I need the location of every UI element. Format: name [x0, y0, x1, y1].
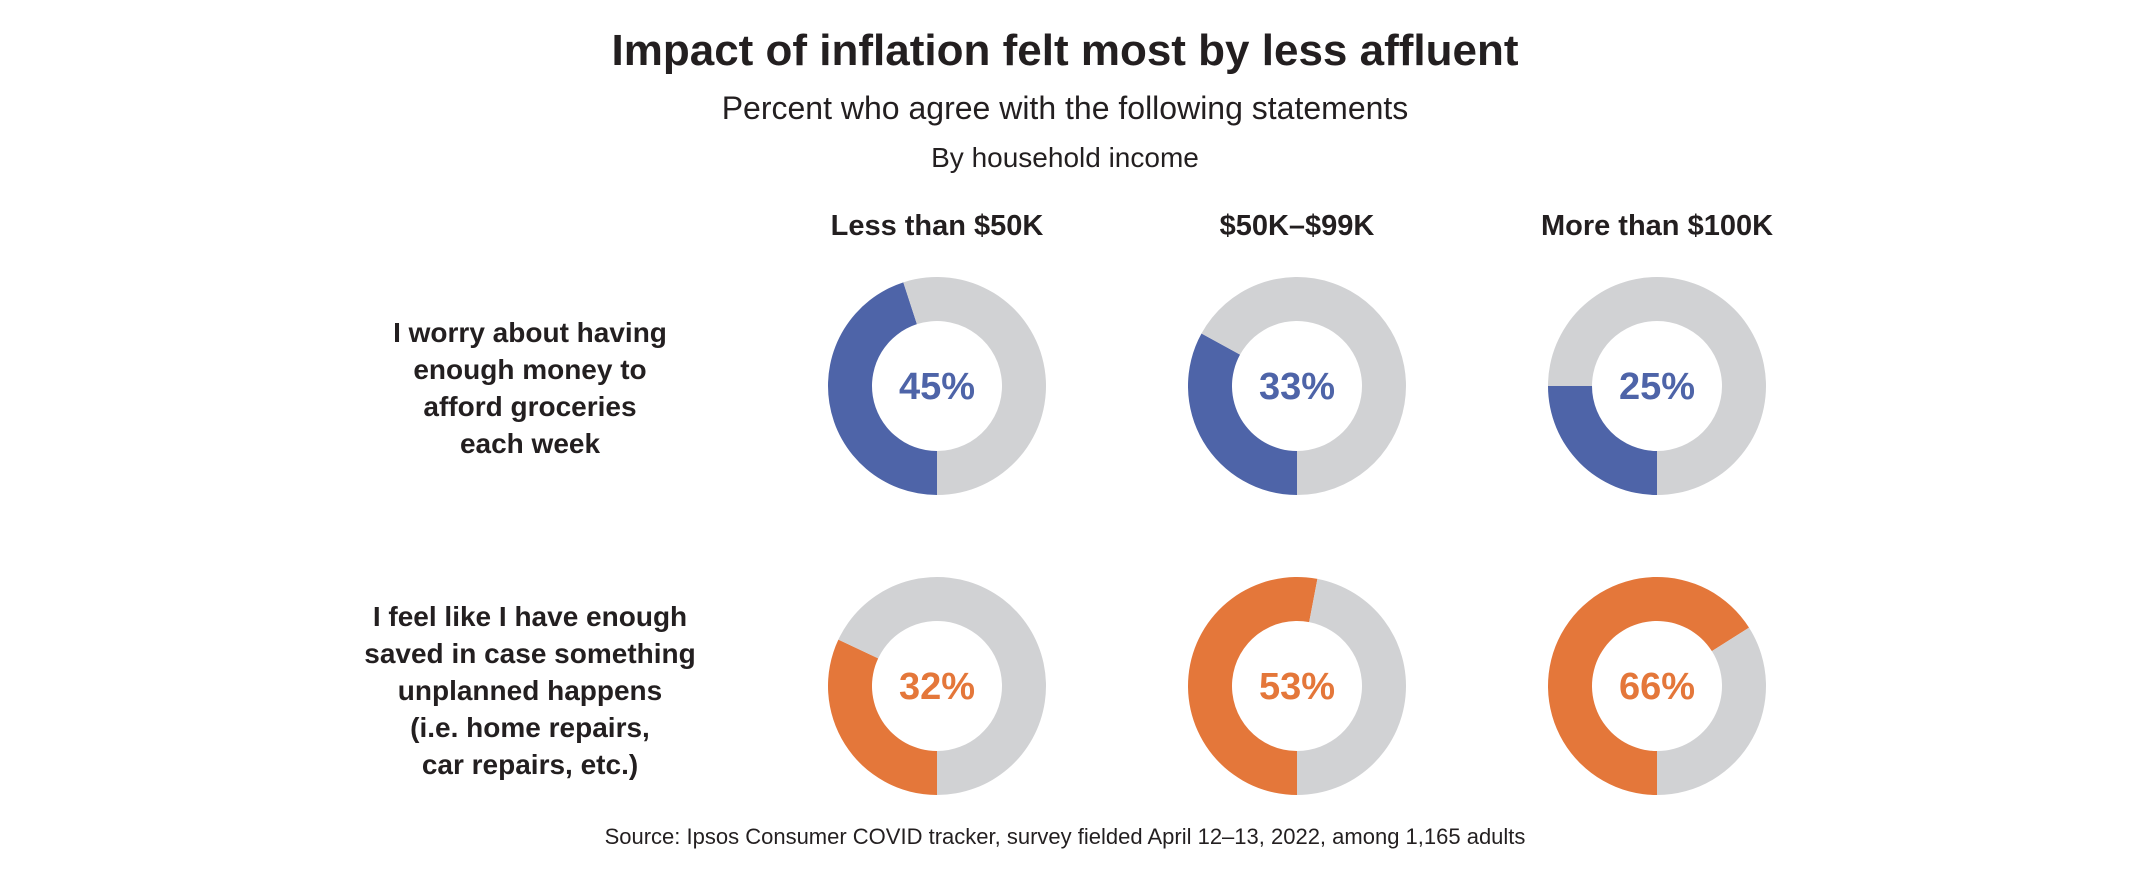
column-header-over-100k: More than $100K — [1540, 210, 1774, 242]
column-header-under-50k: Less than $50K — [830, 210, 1044, 242]
donut-segment-value — [828, 282, 937, 495]
chart-subtitle: Percent who agree with the following sta… — [721, 90, 1409, 126]
donut-segment-remainder — [1657, 627, 1766, 795]
donut-1-2: 66% — [1547, 577, 1766, 795]
donut-1-0: 32% — [828, 576, 1046, 795]
donut-data-label: 32% — [899, 666, 975, 708]
donut-segment-remainder — [1201, 276, 1406, 495]
donut-0-1: 33% — [1187, 276, 1406, 495]
donut-data-label: 66% — [1619, 666, 1695, 708]
donut-segment-remainder — [838, 576, 1046, 795]
donut-data-label: 25% — [1619, 366, 1695, 408]
donut-segment-value — [1188, 576, 1318, 795]
donut-segment-remainder — [1548, 277, 1766, 495]
donut-segment-value — [1187, 333, 1297, 495]
chart-title: Impact of inflation felt most by less af… — [611, 26, 1519, 75]
donut-segment-value — [828, 639, 937, 795]
donut-segment-remainder — [903, 276, 1047, 495]
group-label: By household income — [931, 142, 1199, 173]
row-label-groceries: I worry about having enough money to aff… — [393, 317, 667, 459]
donut-data-label: 45% — [899, 366, 975, 408]
donut-0-2: 25% — [1548, 277, 1766, 495]
row-label-savings: I feel like I have enough saved in case … — [364, 601, 696, 780]
source-note: Source: Ipsos Consumer COVID tracker, su… — [604, 824, 1526, 849]
donut-data-label: 33% — [1259, 366, 1335, 408]
donut-1-1: 53% — [1188, 576, 1406, 795]
column-header-50k-99k: $50K–$99K — [1219, 210, 1375, 242]
donut-0-0: 45% — [828, 276, 1047, 495]
donut-segment-value — [1548, 386, 1657, 495]
donut-segment-value — [1547, 577, 1750, 795]
donut-data-label: 53% — [1259, 666, 1335, 708]
donut-segment-remainder — [1297, 578, 1406, 795]
